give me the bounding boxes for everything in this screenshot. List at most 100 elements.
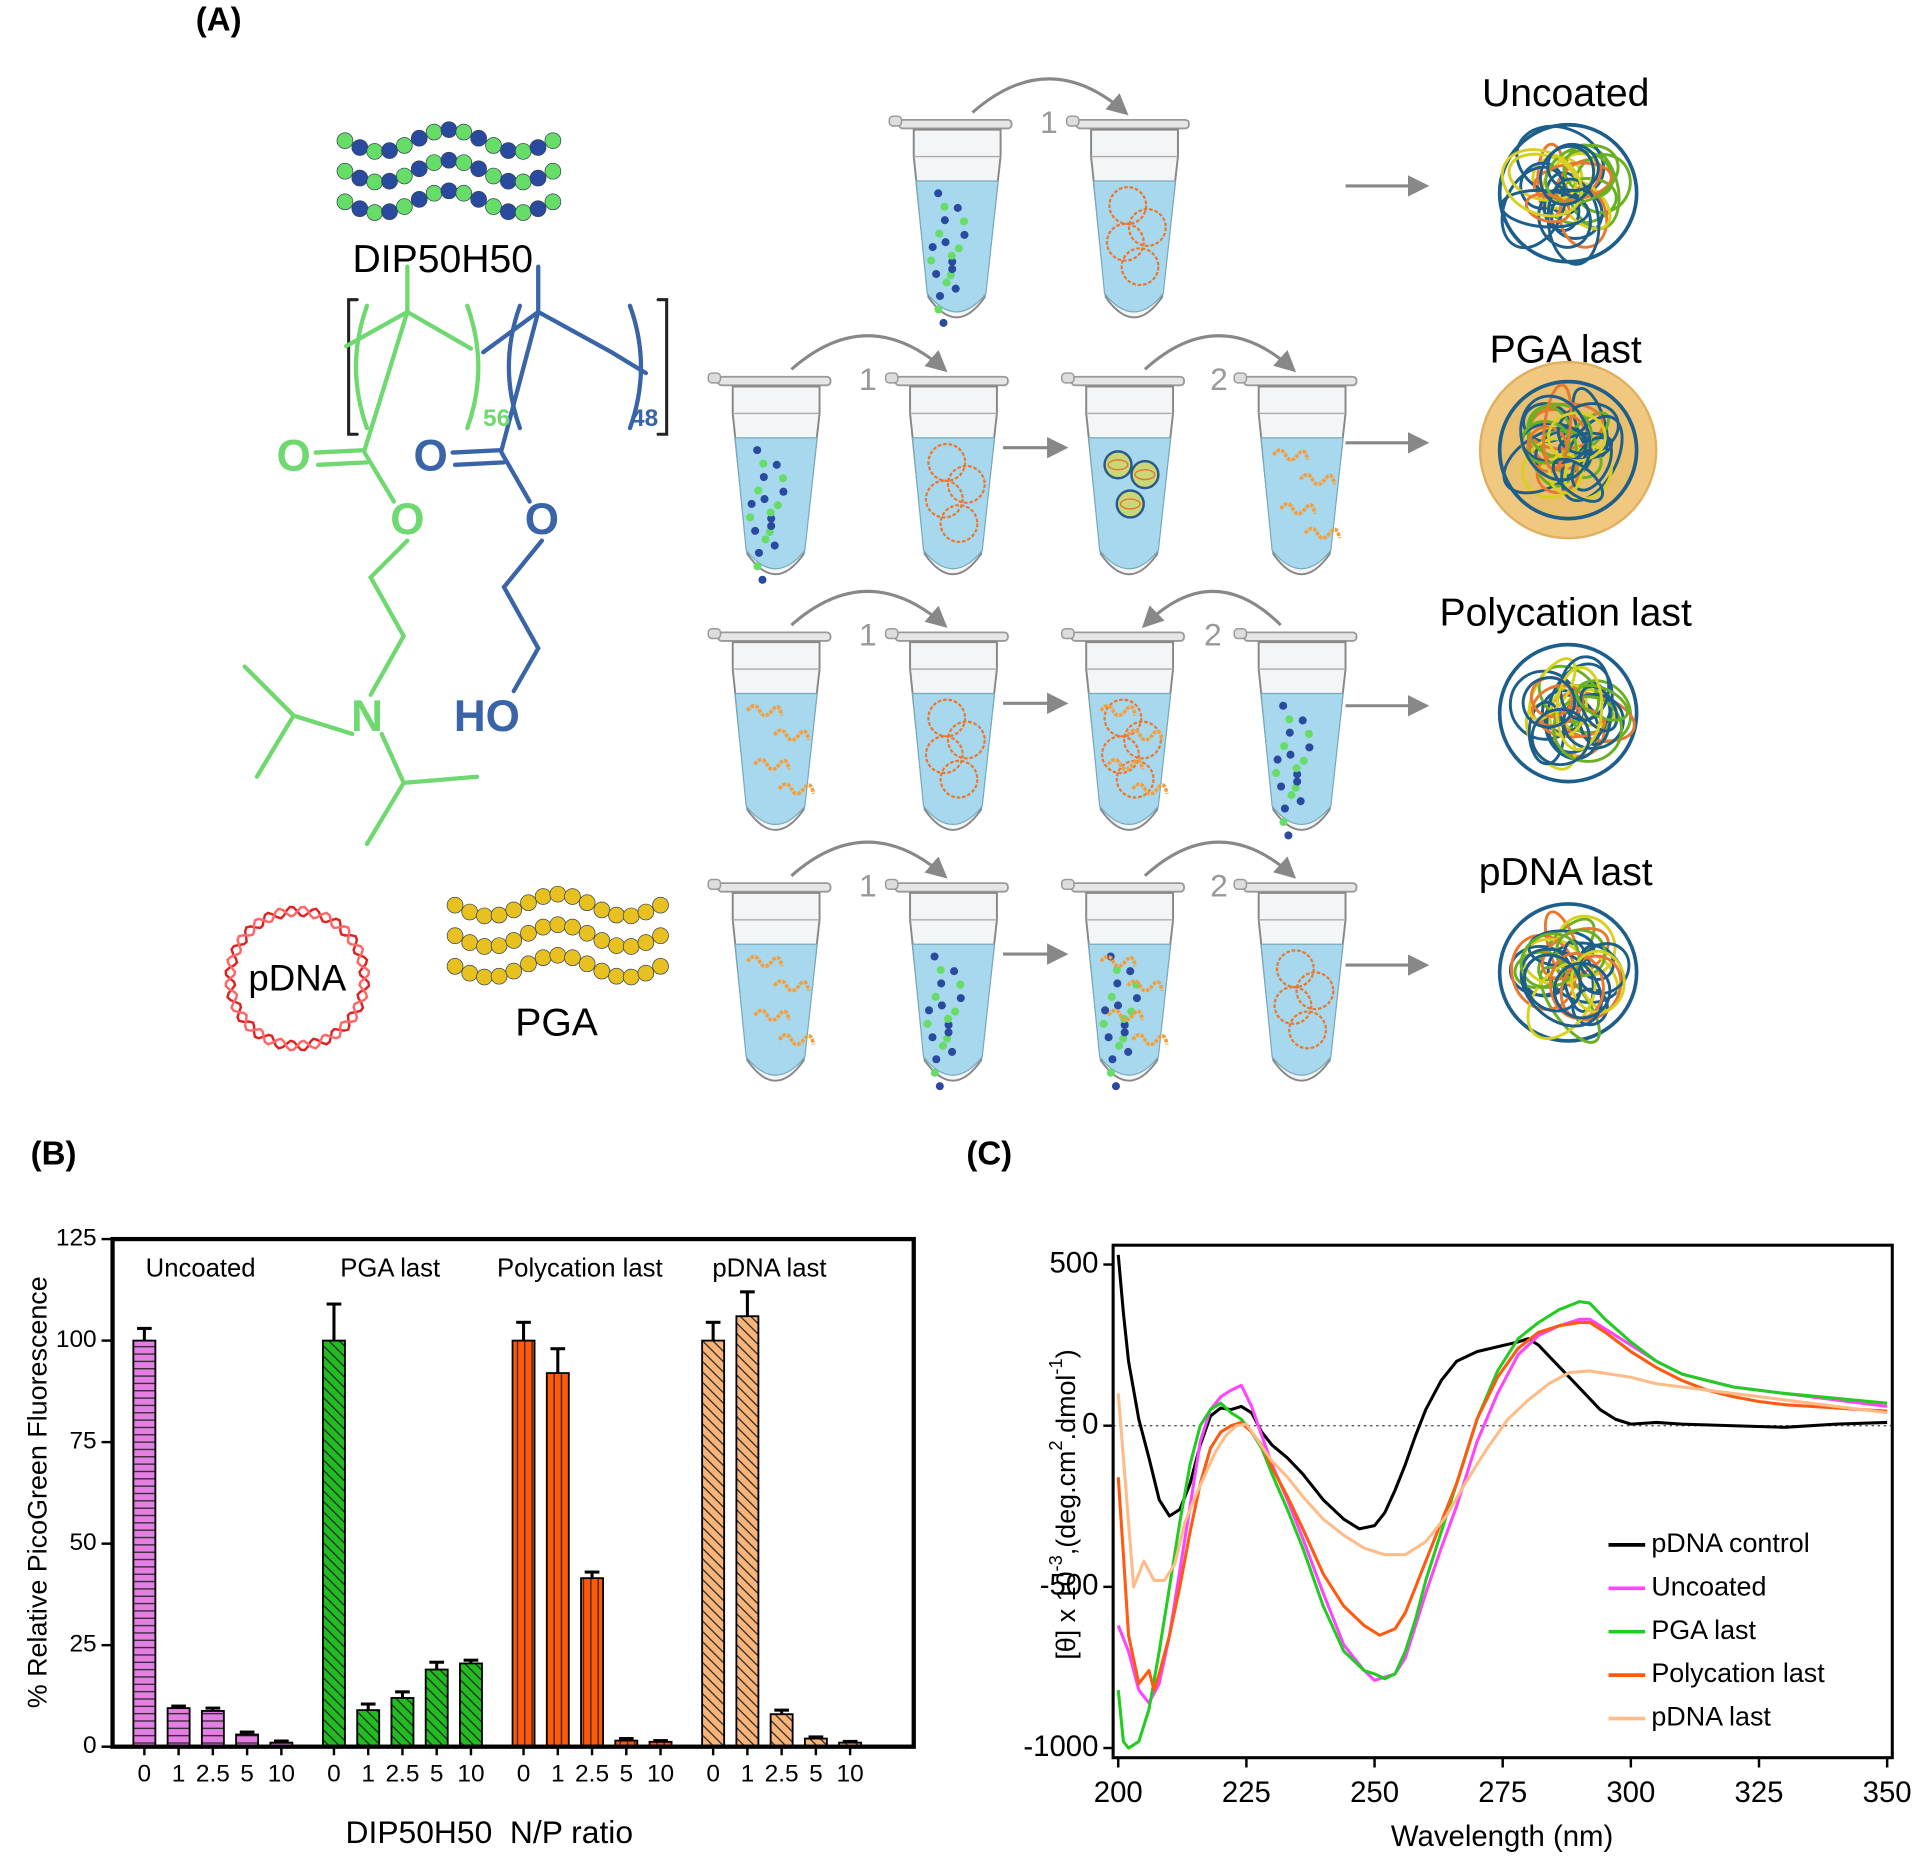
tube-cap: [1243, 882, 1358, 893]
outcome-label: pDNA last: [1479, 851, 1653, 894]
x-tick-label: 300: [1606, 1776, 1655, 1809]
bead: [924, 1006, 934, 1015]
pga-chain: [777, 782, 816, 796]
bar: [545, 1372, 570, 1748]
bead: [505, 962, 523, 980]
bead: [1279, 701, 1288, 710]
x-tick-label: 2.5: [765, 1760, 799, 1787]
tube-tab: [888, 115, 903, 127]
bead: [549, 885, 567, 903]
particle-strand: [1500, 188, 1590, 229]
bead: [1107, 992, 1116, 1001]
ring: [939, 759, 979, 799]
y-axis-label: % Relative PicoGreen Fluorescence: [22, 1276, 52, 1708]
plot-frame: [110, 1236, 916, 1749]
bead: [1113, 979, 1122, 988]
pga-chain: [1126, 728, 1164, 742]
bead: [954, 244, 963, 253]
bead: [1112, 965, 1121, 975]
bead: [652, 957, 669, 975]
bead: [1106, 1068, 1116, 1077]
atom-label: O: [413, 431, 447, 480]
tube-cap: [1070, 631, 1185, 642]
particle-strand: [1527, 700, 1566, 766]
pga-chain: [1271, 448, 1310, 462]
x-tick-label: 200: [1094, 1776, 1143, 1809]
bead: [529, 139, 547, 156]
bead: [336, 193, 354, 211]
series-line: [1116, 1300, 1888, 1750]
bead: [943, 1034, 952, 1043]
pga-chain: [1099, 703, 1137, 718]
mini-particle: [1134, 468, 1156, 481]
bead: [935, 229, 944, 238]
bead: [410, 129, 428, 147]
x-tick-label: 275: [1478, 1776, 1527, 1809]
bead: [564, 949, 581, 967]
x-tick-label: 325: [1735, 1776, 1784, 1809]
y-axis-label-part: [θ] x 10: [1051, 1571, 1081, 1659]
step-arrow: [790, 589, 948, 628]
bead: [747, 499, 756, 508]
tube-tab: [1061, 878, 1075, 890]
bead: [940, 216, 949, 225]
bead: [944, 1020, 953, 1030]
tube-cap: [1243, 375, 1358, 387]
bead: [767, 514, 776, 523]
bead: [490, 937, 508, 954]
pga-label: PGA: [515, 1001, 599, 1044]
y-tick-label: 100: [56, 1326, 97, 1353]
bead: [956, 994, 965, 1003]
bead: [446, 957, 464, 975]
step-number: 1: [1040, 104, 1058, 140]
tube: [707, 372, 832, 584]
tube-liquid: [1260, 943, 1344, 1076]
bead: [948, 257, 957, 266]
bead: [939, 318, 948, 327]
bead: [440, 182, 458, 200]
bead: [923, 1019, 932, 1028]
x-tick-label: 5: [240, 1760, 254, 1787]
x-tick-label: 10: [457, 1760, 484, 1787]
particle-strand: [1539, 144, 1596, 206]
bead: [1292, 764, 1301, 773]
tube-cap: [1070, 882, 1185, 893]
bead: [652, 896, 669, 914]
bead: [948, 265, 957, 274]
bead: [935, 1082, 944, 1091]
bead: [381, 142, 398, 159]
bead: [1279, 817, 1288, 827]
particle-strand: [1521, 676, 1577, 729]
step-arrow: [1141, 589, 1282, 629]
x-tick-label: 10: [837, 1760, 864, 1787]
bead: [934, 305, 943, 314]
mini-particle: [1130, 459, 1160, 490]
tube-tab: [884, 878, 899, 890]
bead: [1115, 1041, 1124, 1050]
tube-tab: [1233, 627, 1248, 640]
tube-liquid: [734, 692, 818, 826]
bar: [356, 1709, 381, 1748]
mini-particle: [1103, 450, 1133, 480]
pga-chain: [772, 979, 811, 993]
step-arrow: [1143, 334, 1297, 373]
bead: [754, 548, 763, 557]
tube-liquid: [911, 692, 996, 826]
x-tick-label: 250: [1350, 1776, 1399, 1809]
bead: [1293, 777, 1302, 786]
bead: [766, 508, 775, 517]
bead: [944, 1028, 953, 1037]
bead: [759, 459, 768, 468]
bead: [1108, 1055, 1117, 1064]
particle-strand: [1530, 707, 1591, 767]
y-tick-label: 125: [56, 1225, 97, 1252]
tube: [884, 627, 1009, 831]
bead: [336, 162, 354, 180]
bead: [1277, 782, 1286, 791]
bead: [520, 894, 537, 912]
bead: [941, 238, 950, 247]
bead: [772, 460, 781, 469]
bead: [544, 132, 562, 149]
x-tick-label: 0: [706, 1760, 720, 1787]
